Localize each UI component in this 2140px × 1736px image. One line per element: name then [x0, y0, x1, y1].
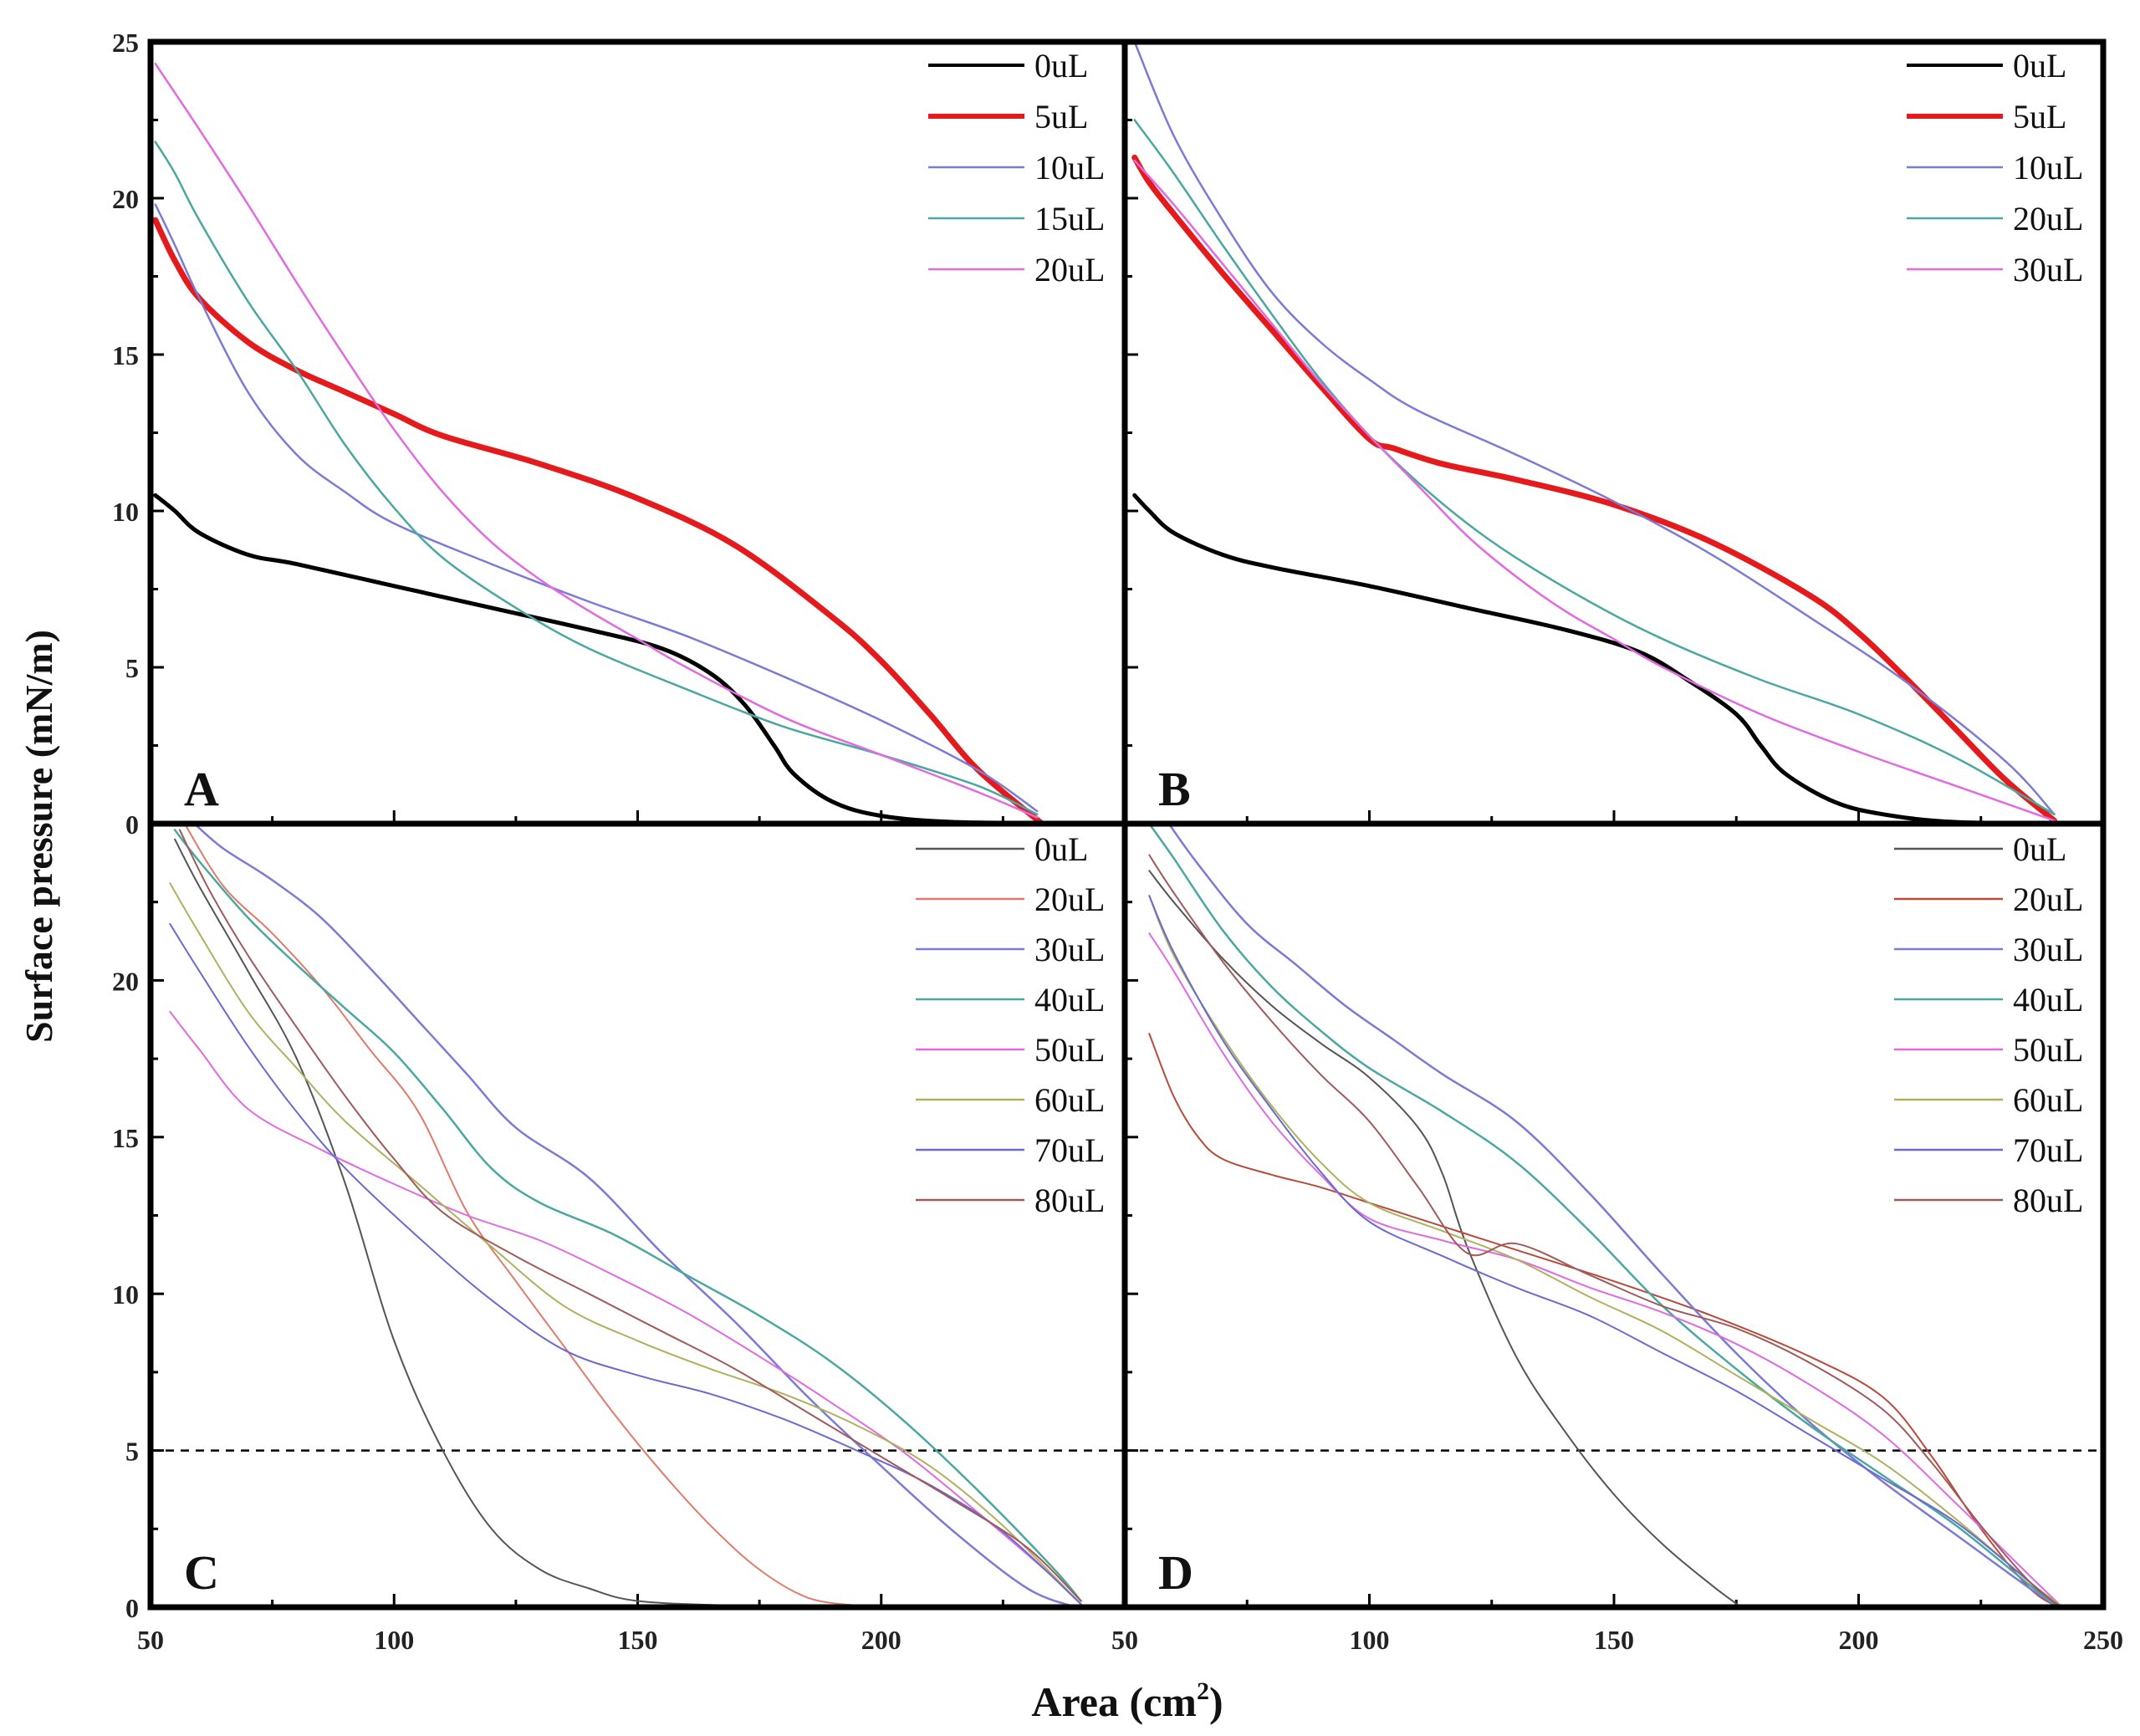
series-line-d-80ul [1148, 854, 2061, 1607]
series-line-c-0ul [174, 838, 834, 1607]
y-tick-label: 0 [125, 809, 139, 840]
series-line-a-15ul [154, 140, 1039, 816]
legend-label: 80uL [2013, 1182, 2083, 1219]
legend-label: 5uL [2013, 98, 2066, 135]
series-line-c-70ul [169, 922, 1082, 1606]
x-tick-label: 150 [1594, 1625, 1634, 1655]
legend-label: 10uL [2013, 149, 2083, 186]
y-axis-title: Surface pressure (mN/m) [18, 630, 60, 1043]
legend-label: 70uL [2013, 1131, 2083, 1169]
series-line-d-30ul [1167, 824, 2061, 1607]
series-group [1148, 824, 2061, 1607]
panel-c: 0 5 10 15 20 50 100 150 200 0uL 20uL 30uL 40uL 50uL 60… [112, 822, 1126, 1655]
x-tick-label: 100 [1350, 1625, 1390, 1655]
legend-label: 20uL [2013, 881, 2083, 918]
series-line-d-0ul [1148, 870, 1743, 1607]
y-tick-label: 20 [112, 966, 139, 996]
y-tick-label: 0 [125, 1593, 139, 1623]
series-line-c-60ul [169, 882, 1082, 1606]
legend-label: 60uL [1034, 1081, 1105, 1119]
series-group [169, 824, 1082, 1607]
x-tick-label: 50 [1111, 1625, 1138, 1655]
legend-label: 0uL [2013, 830, 2066, 868]
series-line-c-20ul [183, 824, 858, 1607]
series-line-c-50ul [169, 1010, 1082, 1606]
legend-label: 20uL [1034, 251, 1105, 288]
series-line-a-5ul [152, 217, 1045, 824]
series-line-b-10ul [1133, 42, 2056, 816]
panel-letter: B [1158, 762, 1191, 816]
panel-a: 0 5 10 15 20 25 0uL 5uL 10uL 15uL 20uL A [112, 28, 1126, 840]
series-line-b-5ul [1131, 154, 2057, 824]
legend-label: 0uL [1034, 830, 1088, 868]
series-line-a-20ul [154, 62, 1039, 819]
legend-label: 10uL [1034, 149, 1105, 186]
legend-label: 70uL [1034, 1131, 1105, 1169]
series-line-d-40ul [1148, 824, 2061, 1607]
legend-label: 80uL [1034, 1182, 1105, 1219]
series-line-d-60ul [1148, 895, 2061, 1606]
y-tick-label: 10 [112, 497, 139, 527]
y-tick-label: 20 [112, 184, 139, 214]
y-tick-label: 15 [112, 1123, 139, 1153]
legend-label: 50uL [2013, 1031, 2083, 1069]
legend-label: 15uL [1034, 200, 1105, 237]
y-tick-label: 15 [112, 340, 139, 370]
panel-b: 0uL 5uL 10uL 20uL 30uL B [1123, 40, 2105, 825]
y-tick-label: 10 [112, 1279, 139, 1310]
panel-letter: A [184, 762, 219, 816]
x-tick-label: 250 [2083, 1625, 2123, 1655]
series-line-a-0ul [153, 493, 1079, 824]
legend-label: 30uL [1034, 931, 1105, 968]
series-line-c-80ul [178, 829, 1082, 1602]
series-line-b-30ul [1133, 159, 2056, 822]
x-tick-label: 150 [618, 1625, 658, 1655]
legend-label: 20uL [1034, 881, 1105, 918]
panel-letter: D [1158, 1545, 1193, 1600]
x-tick-label: 200 [1839, 1625, 1879, 1655]
series-group [1131, 42, 2081, 824]
legend-label: 40uL [2013, 981, 2083, 1019]
series-line-c-30ul [193, 824, 1078, 1607]
legend-label: 0uL [1034, 47, 1088, 84]
legend-label: 40uL [1034, 981, 1105, 1019]
legend-label: 20uL [2013, 200, 2083, 237]
series-line-b-0ul [1132, 493, 2081, 824]
series-line-d-20ul [1148, 1033, 2061, 1607]
plot-layer: 0 5 10 15 20 25 0uL 5uL 10uL 15uL 20uL A 0uL 5uL 10uL 2… [112, 28, 2123, 1655]
panel-letter: C [184, 1545, 219, 1600]
legend-label: 50uL [1034, 1031, 1105, 1069]
legend-label: 30uL [2013, 251, 2083, 288]
y-tick-label: 5 [125, 653, 139, 683]
x-tick-label: 200 [861, 1625, 901, 1655]
series-line-d-50ul [1148, 932, 2061, 1606]
y-tick-label: 25 [112, 28, 139, 58]
x-tick-label: 50 [137, 1625, 164, 1655]
series-group [152, 62, 1079, 824]
legend-label: 5uL [1034, 98, 1088, 135]
legend-label: 0uL [2013, 47, 2066, 84]
y-tick-label: 5 [125, 1437, 139, 1467]
series-line-a-10ul [154, 203, 1039, 813]
series-line-d-70ul [1148, 895, 2061, 1607]
x-tick-label: 100 [374, 1625, 414, 1655]
series-line-c-40ul [173, 829, 1082, 1602]
series-line-b-20ul [1133, 119, 2056, 816]
legend-label: 60uL [2013, 1081, 2083, 1119]
panel-d: 50 100 150 200 250 0uL 20uL 30uL 40uL 50uL 60uL 70u… [1111, 822, 2123, 1655]
x-axis-title: Area (cm2) [1031, 1677, 1223, 1725]
legend-label: 30uL [2013, 931, 2083, 968]
